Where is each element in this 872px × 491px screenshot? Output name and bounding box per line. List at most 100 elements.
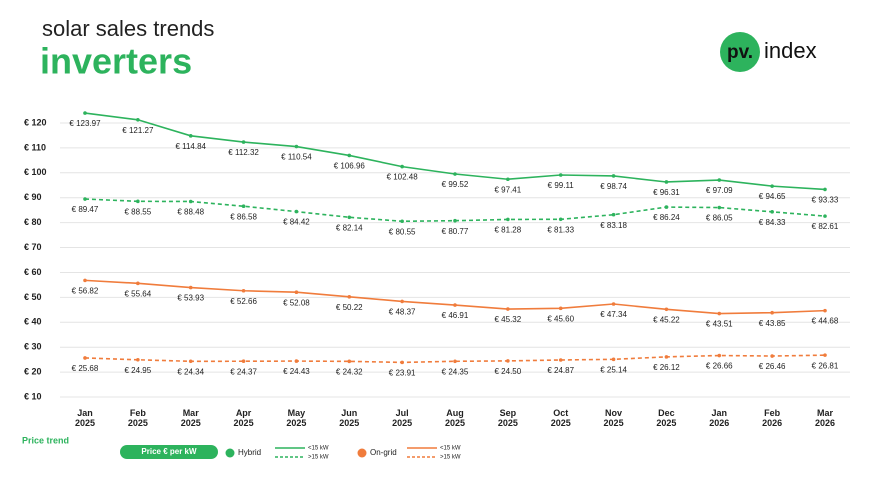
point [188, 199, 193, 204]
point [241, 359, 246, 364]
point [241, 288, 246, 293]
value-label: € 23.91 [389, 368, 416, 377]
value-label: € 112.32 [228, 148, 259, 157]
value-label: € 53.93 [177, 294, 204, 303]
legend-group: On-grid [370, 448, 397, 457]
value-label: € 52.66 [230, 297, 257, 306]
value-label: € 94.65 [759, 192, 786, 201]
value-label: € 26.81 [812, 361, 839, 370]
value-label: € 80.55 [389, 227, 416, 236]
value-label: € 86.05 [706, 214, 733, 223]
x-tick-label: Jun 2025 [339, 408, 360, 428]
point [506, 217, 510, 222]
x-tick-label: Aug 2025 [444, 408, 466, 428]
series-line [84, 354, 826, 364]
value-label: € 44.68 [812, 317, 839, 326]
point [823, 214, 827, 218]
value-label: € 24.35 [442, 367, 469, 376]
point [294, 290, 299, 294]
point [664, 307, 669, 312]
value-label: € 106.96 [334, 162, 366, 171]
point [823, 187, 827, 192]
x-tick-label: Apr 2025 [233, 408, 254, 428]
point [823, 308, 827, 313]
value-label: € 84.42 [283, 218, 310, 227]
point [241, 140, 246, 144]
value-label: € 82.61 [812, 222, 839, 231]
x-tick-label: Jul 2025 [392, 408, 413, 428]
y-tick-label: € 100 [24, 167, 47, 177]
x-tick-label: Oct 2025 [550, 408, 571, 428]
point [453, 218, 457, 223]
series-line [84, 198, 826, 223]
y-tick-label: € 10 [24, 391, 42, 401]
point [611, 174, 616, 178]
value-label: € 52.08 [283, 298, 310, 307]
point [188, 359, 193, 364]
subtitle: inverters [40, 41, 192, 82]
value-label: € 102.48 [387, 173, 419, 182]
y-tick-label: € 60 [24, 267, 42, 277]
point [347, 359, 352, 364]
point [770, 184, 774, 188]
point [717, 353, 722, 358]
point [347, 153, 352, 158]
point [611, 212, 616, 217]
legend-badge-text: Price € per kW [141, 447, 197, 456]
x-tick-label: Dec 2025 [656, 408, 677, 428]
point [453, 303, 457, 307]
point [188, 134, 193, 138]
y-tick-label: € 40 [24, 317, 42, 327]
value-label: € 45.32 [495, 315, 522, 324]
point [453, 172, 457, 176]
y-tick-label: € 20 [24, 367, 42, 377]
point [136, 117, 140, 122]
point [347, 215, 352, 220]
point [717, 205, 722, 210]
point [823, 353, 827, 357]
value-label: € 50.22 [336, 303, 363, 312]
x-tick-label: Nov 2025 [603, 408, 624, 428]
logo-circle [720, 32, 760, 72]
value-label: € 24.37 [230, 367, 257, 376]
legend-dot [225, 448, 235, 458]
x-tick-label: Mar 2026 [814, 408, 836, 428]
y-tick-label: € 70 [24, 242, 42, 252]
legend-label: <15 kW [440, 446, 461, 452]
point [770, 210, 774, 214]
value-label: € 88.48 [177, 208, 204, 217]
x-tick-label: Jan 2025 [74, 408, 96, 428]
point [136, 281, 140, 286]
y-tick-label: € 50 [24, 292, 42, 302]
logo-text: index [764, 38, 817, 63]
value-label: € 24.87 [547, 366, 574, 375]
value-label: € 96.31 [653, 188, 680, 197]
value-label: € 97.09 [706, 186, 733, 195]
value-label: € 99.52 [442, 180, 469, 189]
point [136, 357, 140, 362]
value-label: € 89.47 [72, 205, 99, 214]
value-label: € 43.51 [706, 320, 733, 329]
value-label: € 24.34 [177, 367, 204, 376]
x-tick-label: Feb 2026 [762, 408, 783, 428]
point [506, 307, 510, 311]
value-label: € 121.27 [122, 126, 154, 135]
y-tick-label: € 90 [24, 192, 42, 202]
value-label: € 25.14 [600, 365, 627, 374]
value-label: € 56.82 [72, 286, 99, 295]
point [453, 359, 457, 364]
point [83, 111, 87, 115]
value-label: € 26.66 [706, 362, 733, 371]
value-label: € 24.43 [283, 367, 310, 376]
legend-label: <15 kW [308, 446, 329, 452]
point [506, 359, 510, 363]
value-label: € 45.22 [653, 315, 680, 324]
value-label: € 80.77 [442, 227, 469, 236]
point [400, 164, 404, 169]
y-tick-label: € 120 [24, 117, 47, 127]
value-label: € 86.58 [230, 212, 257, 221]
y-tick-label: € 80 [24, 217, 42, 227]
point [400, 360, 404, 365]
value-label: € 24.32 [336, 367, 363, 376]
